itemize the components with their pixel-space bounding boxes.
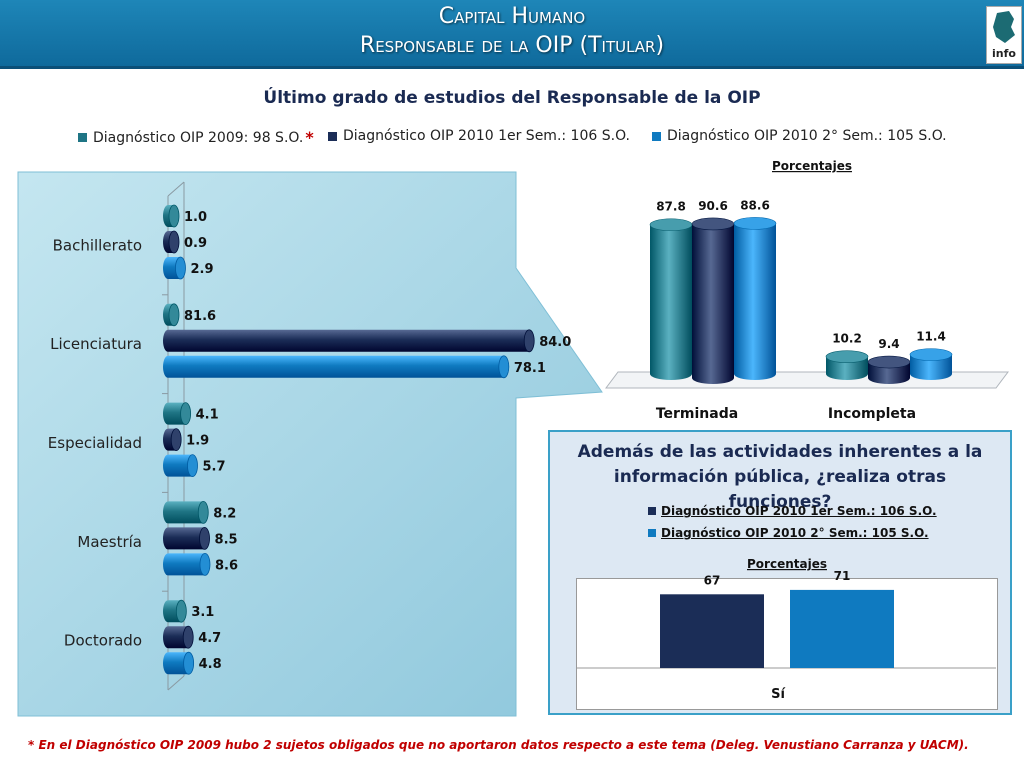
category-label: Bachillerato	[53, 236, 142, 254]
bar	[163, 204, 180, 228]
bar	[163, 256, 186, 280]
legend2-label-2010-2: Diagnóstico OIP 2010 2° Sem.: 105 S.O.	[661, 526, 929, 540]
bar-value-label: 8.6	[215, 558, 238, 573]
footnote: * En el Diagnóstico OIP 2009 hubo 2 suje…	[28, 738, 969, 752]
category-label-terminada: Terminada	[656, 406, 738, 422]
bar-value-label: 4.7	[198, 631, 221, 646]
column-value-label: 9.4	[878, 337, 899, 351]
legend2-swatch-2010-1	[648, 507, 656, 515]
legend2-item-2010-1: Diagnóstico OIP 2010 1er Sem.: 106 S.O.	[648, 504, 937, 518]
column	[909, 348, 953, 380]
page-subtitle: Último grado de estudios del Responsable…	[263, 88, 761, 108]
bar-value-label: 4.8	[199, 657, 222, 672]
bar-value-label: 78.1	[514, 361, 546, 376]
column-value-label: 90.6	[698, 199, 728, 213]
category-label: Especialidad	[48, 434, 142, 452]
category-label-incompleta: Incompleta	[828, 406, 916, 422]
column	[649, 218, 693, 380]
bar	[660, 594, 764, 668]
other-functions-chart-area	[576, 578, 998, 710]
header-bar: Capital Humano Responsable de la OIP (Ti…	[0, 0, 1024, 69]
legend-swatch-2010-1	[328, 131, 337, 141]
bar-value-label: 0.9	[184, 236, 207, 251]
bar-value-label: 3.1	[191, 605, 214, 620]
bar	[163, 625, 194, 649]
category-label: Doctorado	[64, 632, 142, 650]
logo-text: info	[992, 47, 1016, 60]
legend-label-2009: Diagnóstico OIP 2009: 98 S.O.	[93, 129, 304, 146]
column-value-label: 88.6	[740, 198, 770, 212]
legend-label-2010-2: Diagnóstico OIP 2010 2° Sem.: 105 S.O.	[667, 128, 947, 144]
bar	[163, 553, 211, 576]
bar-value-label: 1.9	[186, 434, 209, 449]
bar-value-label: 71	[834, 569, 851, 583]
other-functions-question: Además de las actividades inherentes a l…	[577, 442, 983, 512]
bar	[163, 428, 182, 452]
column	[691, 217, 735, 384]
other-functions-chart-title: Porcentajes	[747, 557, 827, 571]
bar-value-label: 2.9	[190, 262, 213, 277]
bar-value-label: 1.0	[184, 210, 207, 225]
bar	[163, 599, 187, 623]
legend-label-2010-1: Diagnóstico OIP 2010 1er Sem.: 106 S.O.	[343, 128, 630, 144]
legend-swatch-2009	[78, 133, 87, 142]
column-value-label: 10.2	[832, 332, 862, 346]
legend-swatch-2010-2	[652, 131, 661, 141]
bar	[163, 402, 192, 426]
legend-item-2009: Diagnóstico OIP 2009: 98 S.O. *	[78, 128, 314, 147]
bar	[163, 329, 535, 353]
bar-value-label: 4.1	[196, 408, 219, 423]
legend-item-2010-2: Diagnóstico OIP 2010 2° Sem.: 105 S.O.	[652, 128, 947, 144]
bar	[163, 355, 510, 379]
column-value-label: 11.4	[916, 330, 946, 344]
bar	[163, 303, 180, 327]
column	[733, 217, 777, 380]
left-axis-top-edge	[167, 181, 185, 197]
column-value-label: 87.8	[656, 200, 686, 214]
infodf-logo: info	[986, 6, 1022, 64]
completion-chart-title: Porcentajes	[772, 159, 852, 173]
bar-value-label: 5.7	[203, 460, 226, 475]
legend2-swatch-2010-2	[648, 529, 656, 537]
bar-value-label: 8.5	[215, 532, 238, 547]
bar	[163, 527, 210, 550]
bar	[163, 230, 180, 254]
logo-map-icon	[993, 11, 1015, 43]
legend2-label-2010-1: Diagnóstico OIP 2010 1er Sem.: 106 S.O.	[661, 504, 937, 518]
bar	[790, 589, 894, 668]
bar	[163, 501, 209, 524]
bar	[163, 454, 198, 478]
category-label: Maestría	[77, 533, 142, 551]
bar-value-label: 81.6	[184, 309, 216, 324]
legend-item-2010-1: Diagnóstico OIP 2010 1er Sem.: 106 S.O.	[328, 128, 630, 144]
header-title-line1: Capital Humano	[438, 4, 586, 29]
left-axis-bottom-edge	[167, 675, 185, 691]
column	[825, 350, 869, 380]
category-label: Licenciatura	[50, 335, 142, 353]
category-label-si: Sí	[771, 687, 786, 702]
bar-value-label: 8.2	[213, 506, 236, 521]
legend-asterisk: *	[305, 128, 314, 147]
header-title-line2: Responsable de la OIP (Titular)	[359, 33, 665, 58]
legend2-item-2010-2: Diagnóstico OIP 2010 2° Sem.: 105 S.O.	[648, 526, 929, 540]
bar-value-label: 67	[704, 573, 721, 587]
bar	[163, 651, 195, 675]
bar-value-label: 84.0	[539, 335, 571, 350]
column	[867, 355, 911, 384]
